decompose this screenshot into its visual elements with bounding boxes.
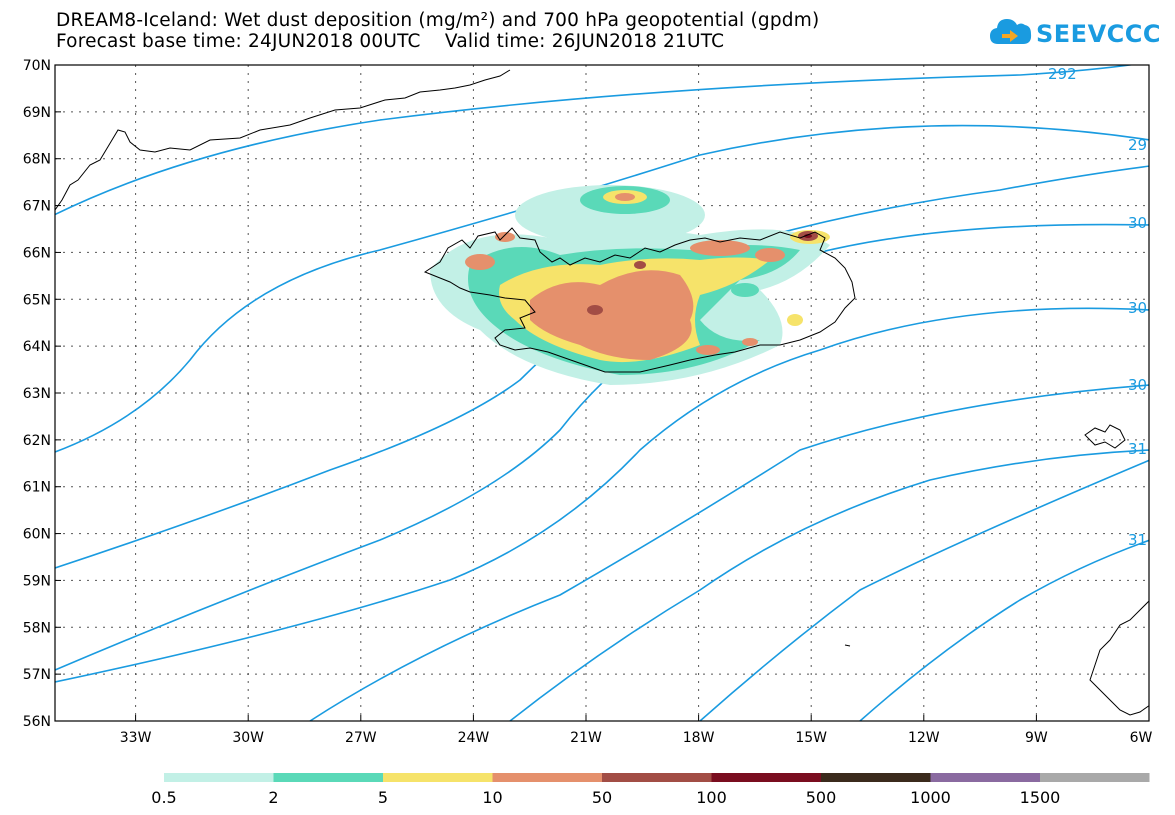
latitude-axis: 70N 69N 68N 67N 66N 65N 64N 63N 62N 61N 60N 59N 58N 5… bbox=[23, 58, 61, 730]
contour-line bbox=[309, 384, 1149, 721]
latitude-label: 68N bbox=[23, 152, 51, 168]
legend-label: 1500 bbox=[1020, 788, 1061, 807]
grid-lines bbox=[55, 65, 1149, 721]
dust-area-very-high bbox=[465, 254, 495, 270]
contour-label: 31 bbox=[1128, 440, 1147, 458]
map-subtitle: Forecast base time: 24JUN2018 00UTC Vali… bbox=[56, 31, 725, 52]
legend-swatch bbox=[930, 773, 1040, 782]
legend-swatch bbox=[383, 773, 493, 782]
latitude-label: 65N bbox=[23, 292, 51, 308]
iceland-coastline bbox=[423, 227, 856, 373]
contour-line bbox=[55, 223, 1149, 671]
dust-area-peak bbox=[615, 193, 635, 201]
legend-swatch bbox=[711, 773, 821, 782]
dust-area-very-high bbox=[530, 270, 694, 360]
dust-area-very-high bbox=[690, 240, 750, 256]
contour-label: 29 bbox=[1128, 136, 1147, 154]
contour-label: 31 bbox=[1128, 531, 1147, 549]
seevccc-logo: SEEVCCC bbox=[988, 14, 1168, 54]
contour-label: 30 bbox=[1128, 214, 1147, 232]
faroe-coastline bbox=[1084, 424, 1126, 449]
contour-line bbox=[55, 124, 1149, 453]
dust-area-very-high bbox=[696, 345, 720, 355]
latitude-label: 61N bbox=[23, 480, 51, 496]
latitude-label: 56N bbox=[23, 714, 51, 730]
legend-label: 500 bbox=[806, 788, 837, 807]
contour-line bbox=[55, 307, 1149, 683]
legend-swatch bbox=[602, 773, 712, 782]
dust-area-extreme bbox=[587, 305, 603, 315]
greenland-coastline bbox=[55, 69, 511, 211]
latitude-label: 59N bbox=[23, 573, 51, 589]
latitude-label: 69N bbox=[23, 105, 51, 121]
longitude-label: 24W bbox=[458, 730, 490, 746]
contour-label: 30 bbox=[1128, 299, 1147, 317]
geopotential-contours bbox=[55, 65, 1149, 721]
latitude-label: 58N bbox=[23, 620, 51, 636]
legend-label: 0.5 bbox=[151, 788, 176, 807]
latitude-label: 70N bbox=[23, 58, 51, 74]
legend-label: 50 bbox=[592, 788, 612, 807]
longitude-label: 18W bbox=[683, 730, 715, 746]
legend-swatch bbox=[273, 773, 383, 782]
cloud-logo-icon bbox=[990, 19, 1032, 44]
legend-label: 5 bbox=[378, 788, 388, 807]
legend-label: 100 bbox=[696, 788, 727, 807]
legend-swatch bbox=[164, 773, 274, 782]
longitude-label: 21W bbox=[570, 730, 602, 746]
latitude-label: 66N bbox=[23, 245, 51, 261]
island-coastline bbox=[844, 644, 851, 647]
latitude-label: 57N bbox=[23, 667, 51, 683]
legend-label: 1000 bbox=[910, 788, 951, 807]
contour-label: 292 bbox=[1048, 65, 1077, 83]
longitude-label: 12W bbox=[908, 730, 940, 746]
dust-area-very-high bbox=[755, 248, 785, 262]
longitude-label: 9W bbox=[1025, 730, 1048, 746]
longitude-label: 15W bbox=[795, 730, 827, 746]
latitude-label: 63N bbox=[23, 386, 51, 402]
latitude-label: 64N bbox=[23, 339, 51, 355]
latitude-label: 60N bbox=[23, 527, 51, 543]
dust-area-mid bbox=[731, 283, 759, 297]
contour-line bbox=[699, 459, 1149, 721]
longitude-label: 6W bbox=[1130, 730, 1153, 746]
dust-area-very-high bbox=[742, 338, 758, 346]
longitude-axis: 33W 30W 27W 24W 21W 18W 15W 12W 9W 6W bbox=[120, 715, 1153, 746]
legend-swatch bbox=[821, 773, 931, 782]
legend-swatch bbox=[492, 773, 602, 782]
contour-line bbox=[55, 65, 1136, 216]
dust-area-high bbox=[787, 314, 803, 326]
dust-deposition-field bbox=[430, 185, 830, 385]
color-legend: 0.5 2 5 10 50 100 500 1000 1500 bbox=[151, 773, 1150, 807]
dust-area-extreme bbox=[634, 261, 646, 269]
legend-label: 10 bbox=[482, 788, 502, 807]
latitude-label: 62N bbox=[23, 433, 51, 449]
legend-swatch bbox=[1040, 773, 1150, 782]
coastlines bbox=[55, 69, 1149, 716]
logo-text: SEEVCCC bbox=[1036, 20, 1161, 48]
legend-label: 2 bbox=[268, 788, 278, 807]
latitude-label: 67N bbox=[23, 199, 51, 215]
scotland-coastline bbox=[1089, 600, 1149, 716]
longitude-label: 33W bbox=[120, 730, 152, 746]
dust-area-peak bbox=[804, 234, 812, 238]
contour-label: 30 bbox=[1128, 376, 1147, 394]
longitude-label: 27W bbox=[345, 730, 377, 746]
map-title: DREAM8-Iceland: Wet dust deposition (mg/… bbox=[56, 10, 820, 31]
contour-line bbox=[509, 449, 1149, 721]
contour-labels: 292 29 30 30 30 31 31 bbox=[1048, 65, 1147, 549]
longitude-label: 30W bbox=[232, 730, 264, 746]
contour-line bbox=[859, 539, 1149, 721]
